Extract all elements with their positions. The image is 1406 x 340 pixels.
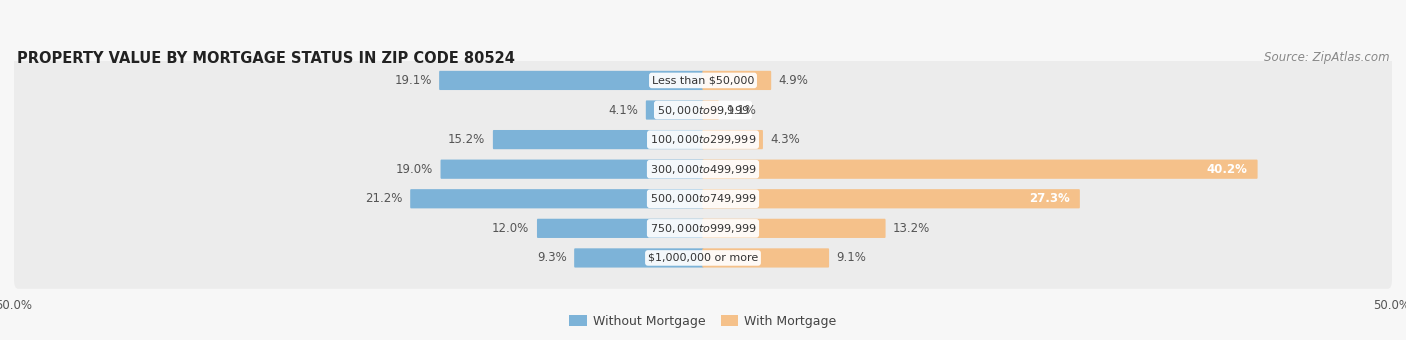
FancyBboxPatch shape <box>14 198 1392 259</box>
Text: 4.1%: 4.1% <box>609 103 638 117</box>
Text: $500,000 to $749,999: $500,000 to $749,999 <box>650 192 756 205</box>
Text: Less than $50,000: Less than $50,000 <box>652 75 754 85</box>
Text: 4.3%: 4.3% <box>770 133 800 146</box>
Text: 12.0%: 12.0% <box>492 222 530 235</box>
Text: 15.2%: 15.2% <box>449 133 485 146</box>
FancyBboxPatch shape <box>439 71 703 90</box>
FancyBboxPatch shape <box>411 189 703 208</box>
FancyBboxPatch shape <box>703 219 886 238</box>
Text: 9.1%: 9.1% <box>837 252 866 265</box>
FancyBboxPatch shape <box>703 248 830 268</box>
FancyBboxPatch shape <box>574 248 703 268</box>
Text: 13.2%: 13.2% <box>893 222 931 235</box>
FancyBboxPatch shape <box>14 168 1392 230</box>
Text: $300,000 to $499,999: $300,000 to $499,999 <box>650 163 756 176</box>
Text: 21.2%: 21.2% <box>366 192 402 205</box>
Text: $100,000 to $299,999: $100,000 to $299,999 <box>650 133 756 146</box>
FancyBboxPatch shape <box>703 100 718 120</box>
Text: $750,000 to $999,999: $750,000 to $999,999 <box>650 222 756 235</box>
Text: 27.3%: 27.3% <box>1029 192 1070 205</box>
Text: 40.2%: 40.2% <box>1206 163 1247 176</box>
FancyBboxPatch shape <box>703 130 763 149</box>
Text: Source: ZipAtlas.com: Source: ZipAtlas.com <box>1264 51 1389 64</box>
Text: $50,000 to $99,999: $50,000 to $99,999 <box>657 103 749 117</box>
FancyBboxPatch shape <box>14 109 1392 170</box>
FancyBboxPatch shape <box>440 159 703 179</box>
FancyBboxPatch shape <box>14 138 1392 200</box>
Text: 1.1%: 1.1% <box>727 103 756 117</box>
FancyBboxPatch shape <box>645 100 703 120</box>
Text: $1,000,000 or more: $1,000,000 or more <box>648 253 758 263</box>
FancyBboxPatch shape <box>537 219 703 238</box>
FancyBboxPatch shape <box>703 71 772 90</box>
Text: 19.0%: 19.0% <box>395 163 433 176</box>
FancyBboxPatch shape <box>494 130 703 149</box>
FancyBboxPatch shape <box>14 79 1392 141</box>
Text: PROPERTY VALUE BY MORTGAGE STATUS IN ZIP CODE 80524: PROPERTY VALUE BY MORTGAGE STATUS IN ZIP… <box>17 51 515 66</box>
Legend: Without Mortgage, With Mortgage: Without Mortgage, With Mortgage <box>564 310 842 333</box>
FancyBboxPatch shape <box>14 50 1392 111</box>
Text: 19.1%: 19.1% <box>394 74 432 87</box>
FancyBboxPatch shape <box>703 159 1257 179</box>
Text: 9.3%: 9.3% <box>537 252 567 265</box>
FancyBboxPatch shape <box>14 227 1392 289</box>
FancyBboxPatch shape <box>703 189 1080 208</box>
Text: 4.9%: 4.9% <box>779 74 808 87</box>
